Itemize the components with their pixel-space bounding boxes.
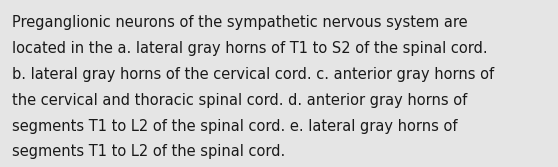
Text: located in the a. lateral gray horns of T1 to S2 of the spinal cord.: located in the a. lateral gray horns of …	[12, 41, 488, 56]
Text: segments T1 to L2 of the spinal cord. e. lateral gray horns of: segments T1 to L2 of the spinal cord. e.…	[12, 119, 458, 134]
Text: Preganglionic neurons of the sympathetic nervous system are: Preganglionic neurons of the sympathetic…	[12, 15, 468, 30]
Text: the cervical and thoracic spinal cord. d. anterior gray horns of: the cervical and thoracic spinal cord. d…	[12, 93, 468, 108]
Text: segments T1 to L2 of the spinal cord.: segments T1 to L2 of the spinal cord.	[12, 144, 286, 159]
Text: b. lateral gray horns of the cervical cord. c. anterior gray horns of: b. lateral gray horns of the cervical co…	[12, 67, 494, 82]
